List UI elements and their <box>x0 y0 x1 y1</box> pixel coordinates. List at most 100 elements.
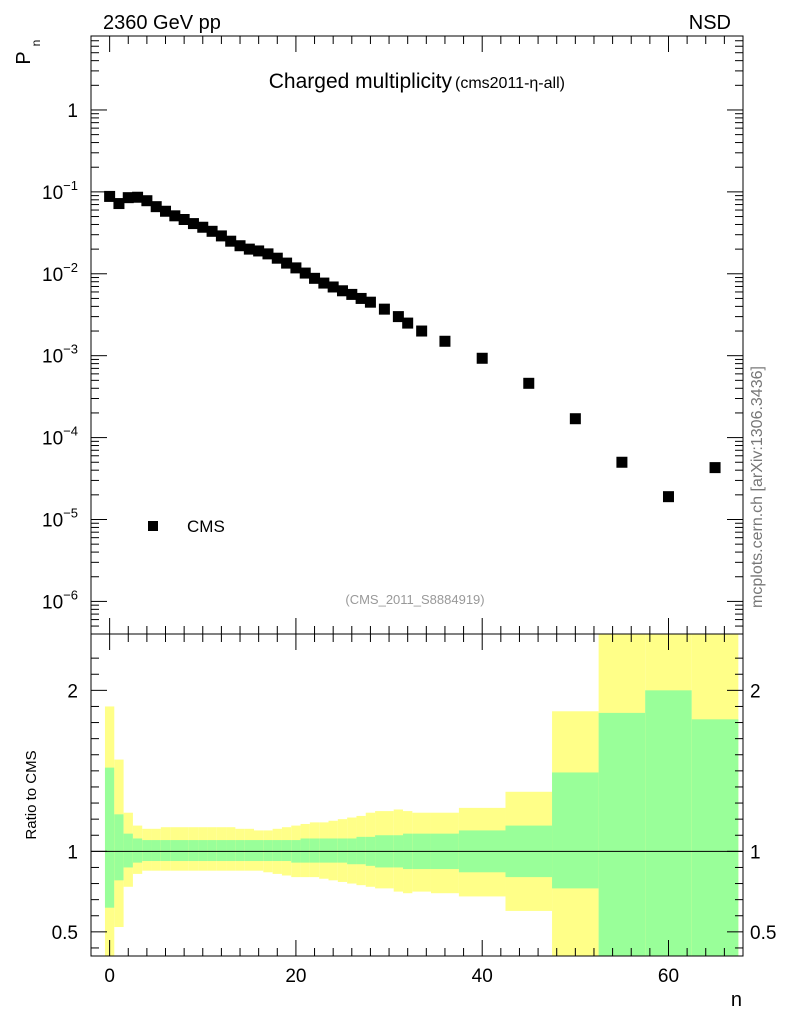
data-point <box>336 285 348 297</box>
data-point <box>569 413 581 425</box>
legend-marker-cms <box>148 521 158 531</box>
main-title: Charged multiplicity <box>269 70 453 93</box>
watermark: mcplots.cern.ch [arXiv:1306.3436] <box>749 366 766 608</box>
data-point <box>523 377 535 389</box>
data-point <box>113 198 125 210</box>
stat-uncertainty-band <box>645 690 692 956</box>
stat-uncertainty-band <box>123 833 133 868</box>
y-tick-label: 10−2 <box>42 260 78 286</box>
stat-uncertainty-band <box>179 840 189 862</box>
stat-uncertainty-band <box>160 840 171 862</box>
stat-uncertainty-band <box>216 840 227 862</box>
data-point <box>281 257 293 269</box>
stat-uncertainty-band <box>319 838 329 863</box>
data-point <box>225 235 237 247</box>
process-label: NSD <box>689 12 731 34</box>
stat-uncertainty-band <box>198 840 208 862</box>
y-axis-label-sub: n <box>29 40 43 47</box>
data-point <box>160 205 172 217</box>
ratio-y-tick-label-right: 2 <box>750 681 761 702</box>
data-point <box>132 191 144 203</box>
stat-uncertainty-band <box>132 838 143 863</box>
data-point <box>346 288 358 300</box>
x-axis-label: n <box>731 989 742 1011</box>
y-tick-label: 10−1 <box>42 178 78 204</box>
data-point <box>299 267 311 279</box>
ratio-y-tick-label: 0.5 <box>52 923 78 944</box>
stat-uncertainty-band <box>235 840 245 862</box>
stat-uncertainty-band <box>188 840 199 862</box>
x-tick-label: 60 <box>658 966 679 987</box>
stat-uncertainty-band <box>226 840 236 862</box>
y-tick-label: 10−6 <box>42 587 78 613</box>
ratio-y-tick-label: 1 <box>67 842 78 863</box>
y-axis-label-main: P <box>13 51 35 64</box>
x-tick-label: 0 <box>104 966 115 987</box>
data-point <box>709 462 721 474</box>
stat-uncertainty-band <box>114 814 124 881</box>
y-tick-label: 10−3 <box>42 342 78 368</box>
stat-uncertainty-band <box>142 840 152 862</box>
data-point <box>271 252 283 264</box>
data-point <box>662 491 674 503</box>
main-data-points <box>104 190 721 503</box>
stat-uncertainty-band <box>151 840 161 862</box>
main-axis-ticks: 1 10−1 10−2 10−3 10−4 10−5 10−6 <box>42 35 743 635</box>
data-point <box>262 248 274 260</box>
y-tick-label: 10−4 <box>42 424 78 450</box>
y-tick-label: 10−5 <box>42 506 78 532</box>
ratio-y-tick-label-right: 0.5 <box>750 923 776 944</box>
data-point <box>476 352 488 364</box>
stat-uncertainty-band <box>356 836 366 865</box>
data-point <box>169 210 181 222</box>
ratio-plot-frame <box>90 633 744 957</box>
x-tick-label: 20 <box>285 966 306 987</box>
data-point <box>355 292 367 304</box>
stat-uncertainty-band <box>254 840 264 862</box>
stat-uncertainty-band <box>337 838 348 863</box>
data-point <box>206 225 218 237</box>
data-point <box>327 281 339 293</box>
stat-uncertainty-band <box>207 840 217 862</box>
data-point <box>616 456 628 468</box>
data-point <box>402 317 414 329</box>
data-point <box>104 190 116 202</box>
stat-uncertainty-band <box>328 838 338 863</box>
stat-uncertainty-band <box>272 840 282 862</box>
stat-uncertainty-band <box>281 840 292 862</box>
stat-uncertainty-band <box>552 772 599 889</box>
ratio-bands <box>104 634 739 956</box>
data-point <box>378 303 390 315</box>
stat-uncertainty-band <box>263 840 273 862</box>
data-point <box>243 243 255 255</box>
data-point <box>215 230 227 242</box>
y-axis-label-ratio: Ratio to CMS <box>23 750 40 839</box>
ratio-panel: 0 20 40 60 0.5 0.5 1 1 2 2 Ratio to CMS n <box>23 633 776 1011</box>
data-point <box>150 201 162 213</box>
data-point <box>439 335 451 347</box>
data-point <box>253 245 265 257</box>
data-point <box>318 277 330 289</box>
y-tick-label: 1 <box>67 101 78 122</box>
data-point <box>187 218 199 230</box>
stat-uncertainty-band <box>691 719 739 956</box>
stat-uncertainty-band <box>170 840 180 862</box>
stat-uncertainty-band <box>244 840 254 862</box>
data-point <box>392 311 404 323</box>
ratio-axis-ticks: 0 20 40 60 0.5 0.5 1 1 2 2 <box>52 634 776 987</box>
stat-uncertainty-band <box>598 712 646 956</box>
data-point <box>234 240 246 252</box>
legend-label-cms: CMS <box>187 517 225 536</box>
data-point <box>416 325 428 337</box>
data-point <box>364 296 376 308</box>
x-tick-label: 40 <box>472 966 493 987</box>
data-point <box>290 262 302 274</box>
main-panel: 1 10−1 10−2 10−3 10−4 10−5 10−6 Charged multip… <box>13 35 744 635</box>
ratio-y-tick-label-right: 1 <box>750 842 761 863</box>
stat-uncertainty-band <box>104 767 115 908</box>
analysis-id: (CMS_2011_S8884919) <box>345 592 484 607</box>
stat-uncertainty-band <box>309 838 320 863</box>
main-subtitle: (cms2011-η-all) <box>455 75 565 92</box>
data-point <box>141 195 153 207</box>
stat-uncertainty-band <box>300 838 310 863</box>
